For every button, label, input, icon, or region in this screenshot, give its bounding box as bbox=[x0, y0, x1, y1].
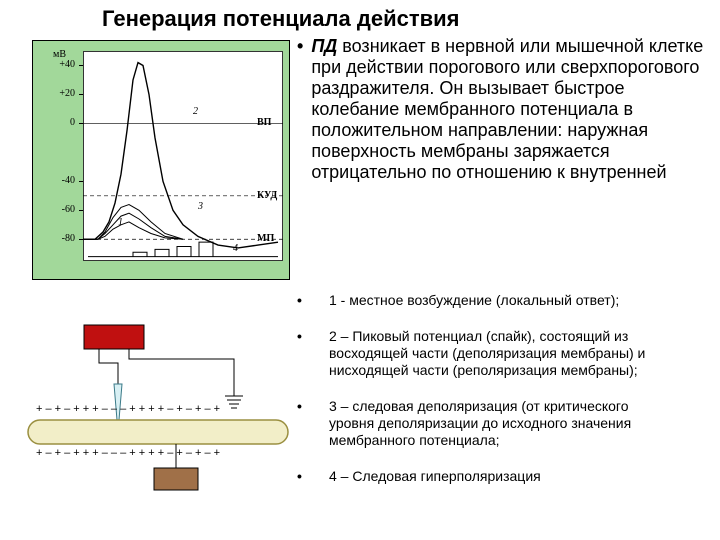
bullet-symbol: • bbox=[297, 328, 321, 379]
curve-label: 2 bbox=[193, 106, 198, 117]
local-response-curve bbox=[83, 205, 183, 240]
stim-pulse bbox=[133, 252, 147, 256]
bullet-symbol: • bbox=[297, 36, 303, 183]
reference-box bbox=[154, 468, 198, 490]
chart-svg bbox=[33, 41, 291, 281]
sub-bullet-text: 3 – следовая деполяризация (от критическ… bbox=[329, 398, 677, 449]
main-bullet-body: возникает в нервной или мышечной клетке … bbox=[311, 36, 703, 182]
local-response-curve bbox=[83, 213, 183, 239]
wire bbox=[99, 349, 118, 384]
main-bullet-text: ПД возникает в нервной или мышечной клет… bbox=[311, 36, 705, 183]
main-bullet: • ПД возникает в нервной или мышечной кл… bbox=[297, 36, 705, 183]
spike-curve bbox=[83, 63, 278, 248]
sub-bullet-text: 2 – Пиковый потенциал (спайк), состоящий… bbox=[329, 328, 677, 379]
charges-top: + – + – + + + – – – + + + + – + – + – + bbox=[36, 403, 220, 415]
curve-label: 3 bbox=[198, 201, 203, 212]
curve-label: 1 bbox=[118, 217, 123, 228]
axon-diagram: + – + – + + + – – – + + + + – + – + – + +… bbox=[24, 300, 294, 500]
bullet-symbol: • bbox=[297, 292, 321, 309]
stim-pulse bbox=[177, 247, 191, 257]
wire bbox=[129, 349, 234, 396]
sub-bullet: • 4 – Следовая гиперполяризация bbox=[297, 468, 677, 485]
ap-chart: мВ+40+200-40-60-80ВПКУДМП2314 bbox=[32, 40, 290, 280]
sub-bullet-text: 4 – Следовая гиперполяризация bbox=[329, 468, 541, 485]
sub-bullet: •2 – Пиковый потенциал (спайк), состоящи… bbox=[297, 328, 677, 379]
stimulator-box bbox=[84, 325, 144, 349]
axon bbox=[28, 420, 288, 444]
curve-label: 4 bbox=[233, 243, 238, 254]
sub-bullet: • 1 - местное возбуждение (локальный отве… bbox=[297, 292, 677, 309]
main-bullet-lead: ПД bbox=[311, 36, 337, 56]
bullet-symbol: • bbox=[297, 398, 321, 449]
stim-pulse bbox=[199, 242, 213, 256]
stim-pulse bbox=[155, 249, 169, 256]
sub-bullet: •3 – следовая деполяризация (от критичес… bbox=[297, 398, 677, 449]
page-title: Генерация потенциала действия bbox=[102, 6, 460, 32]
bullet-symbol: • bbox=[297, 468, 321, 485]
charges-bottom: + – + – + + + – – – + + + + – + – + – + bbox=[36, 447, 220, 459]
axon-svg: + – + – + + + – – – + + + + – + – + – + +… bbox=[24, 300, 294, 500]
sub-bullet-text: 1 - местное возбуждение (локальный ответ… bbox=[329, 292, 619, 309]
